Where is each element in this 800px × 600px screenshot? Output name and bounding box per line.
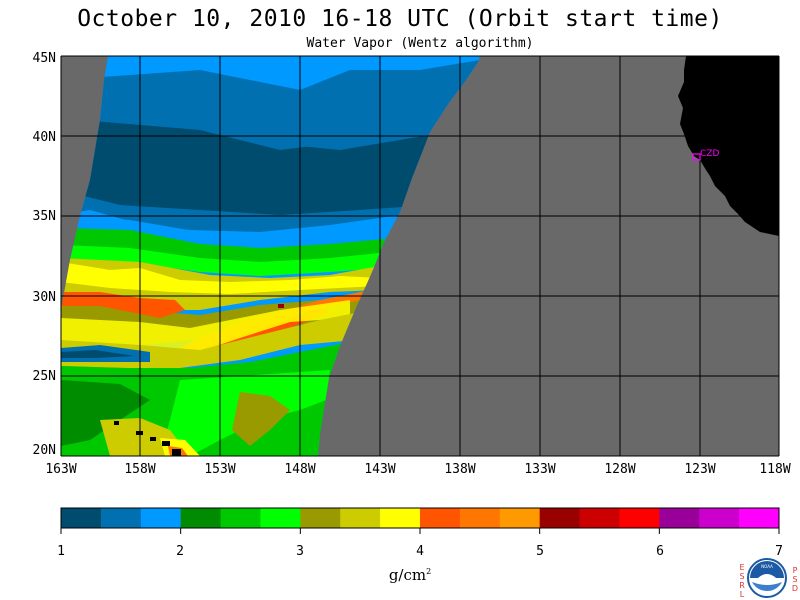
lat-label: 30N <box>32 290 56 305</box>
colorbar-swatch <box>699 508 740 528</box>
colorbar-swatch <box>180 508 222 528</box>
lat-label: 25N <box>32 369 56 384</box>
lon-label: 128W <box>604 462 636 477</box>
lon-label: 153W <box>204 462 236 477</box>
lon-label: 133W <box>524 462 556 477</box>
noaa-text: NOAA <box>761 564 773 569</box>
lon-label: 158W <box>124 462 156 477</box>
colorbar-swatch <box>619 508 660 528</box>
colorbar-tick: 3 <box>296 544 304 559</box>
station-marker-czd: CZD <box>692 149 719 161</box>
colorbar-swatch <box>539 508 581 528</box>
colorbar-swatch <box>380 508 421 528</box>
colorbar <box>60 507 780 534</box>
lon-label: 118W <box>759 462 791 477</box>
colorbar-swatch <box>260 508 301 528</box>
colorbar-swatch <box>340 508 381 528</box>
lat-label: 45N <box>32 51 56 66</box>
lon-label: 123W <box>684 462 716 477</box>
station-label: CZD <box>700 149 719 159</box>
lon-label: 148W <box>284 462 316 477</box>
lon-label: 163W <box>45 462 77 477</box>
map-title: October 10, 2010 16-18 UTC (Orbit start … <box>77 6 723 32</box>
colorbar-tick: 2 <box>176 544 184 559</box>
map-subtitle: Water Vapor (Wentz algorithm) <box>306 36 534 51</box>
colorbar-swatch <box>659 508 700 528</box>
colorbar-tick: 7 <box>775 544 783 559</box>
lat-label: 40N <box>32 130 56 145</box>
land-mass <box>678 56 779 236</box>
colorbar-tick: 1 <box>57 544 65 559</box>
lat-label: 20N <box>32 443 56 458</box>
colorbar-units: g/cm2 <box>388 566 432 584</box>
lat-label: 35N <box>32 209 56 224</box>
colorbar-swatch <box>739 508 780 528</box>
colorbar-swatch <box>420 508 461 528</box>
noaa-logo: NOAA <box>747 558 787 598</box>
colorbar-swatch <box>61 508 102 528</box>
lon-label: 143W <box>364 462 396 477</box>
colorbar-tick: 4 <box>416 544 424 559</box>
lon-label: 138W <box>444 462 476 477</box>
colorbar-swatch <box>300 508 341 528</box>
colorbar-tick: 6 <box>656 544 664 559</box>
graticule <box>60 55 780 457</box>
colorbar-swatch <box>499 508 541 528</box>
colorbar-swatch <box>220 508 261 528</box>
colorbar-swatch <box>579 508 620 528</box>
colorbar-swatch <box>459 508 501 528</box>
colorbar-swatch <box>140 508 182 528</box>
colorbar-swatch <box>100 508 142 528</box>
colorbar-tick: 5 <box>536 544 544 559</box>
